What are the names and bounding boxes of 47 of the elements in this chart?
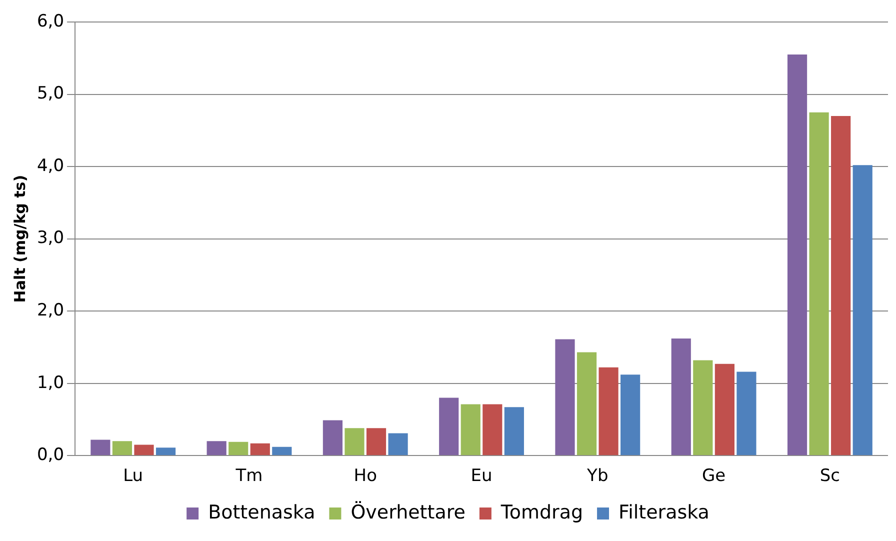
legend-label: Överhettare	[350, 500, 466, 524]
bar	[620, 374, 640, 456]
bar	[460, 404, 480, 456]
bar	[693, 360, 713, 456]
x-tick-label: Yb	[586, 466, 608, 486]
y-tick-label: 4,0	[36, 156, 64, 176]
bar	[671, 338, 691, 456]
bar	[482, 404, 502, 456]
y-tick-label: 6,0	[36, 11, 64, 32]
bar	[228, 442, 248, 456]
bar	[504, 407, 524, 456]
bar	[388, 433, 408, 456]
bar	[112, 441, 132, 456]
y-tick-label: 1,0	[36, 372, 64, 393]
y-tick-label: 0,0	[36, 445, 64, 466]
x-tick-label: Sc	[820, 466, 840, 486]
x-tick-label: Ho	[354, 466, 377, 486]
bar	[90, 440, 110, 456]
legend-label: Bottenaska	[208, 501, 316, 524]
bar	[576, 352, 597, 456]
y-tick-label: 2,0	[36, 300, 64, 320]
bar	[555, 339, 575, 456]
bar	[134, 444, 154, 456]
legend-label: Filteraska	[618, 501, 710, 524]
bar	[736, 372, 756, 456]
bar	[598, 367, 618, 456]
bar	[322, 420, 343, 456]
x-tick-label: Eu	[470, 466, 492, 486]
bar	[831, 116, 851, 456]
bar	[250, 443, 270, 456]
x-tick-label: Tm	[234, 466, 263, 486]
bar	[439, 398, 459, 456]
bar	[787, 54, 808, 456]
bar	[366, 428, 386, 456]
bar	[206, 441, 226, 456]
x-tick-label: Lu	[123, 466, 144, 486]
y-tick-label: 3,0	[36, 228, 64, 248]
bar	[852, 165, 872, 456]
bar	[272, 446, 292, 456]
bar	[809, 112, 829, 456]
x-tick-label: Ge	[702, 466, 726, 486]
y-tick-label: 5,0	[36, 84, 64, 104]
bar	[714, 364, 734, 456]
bar	[344, 428, 364, 456]
y-axis-title: Halt (mg/kg ts)	[10, 174, 29, 303]
legend-label: Tomdrag	[500, 501, 584, 524]
bar	[156, 448, 176, 456]
